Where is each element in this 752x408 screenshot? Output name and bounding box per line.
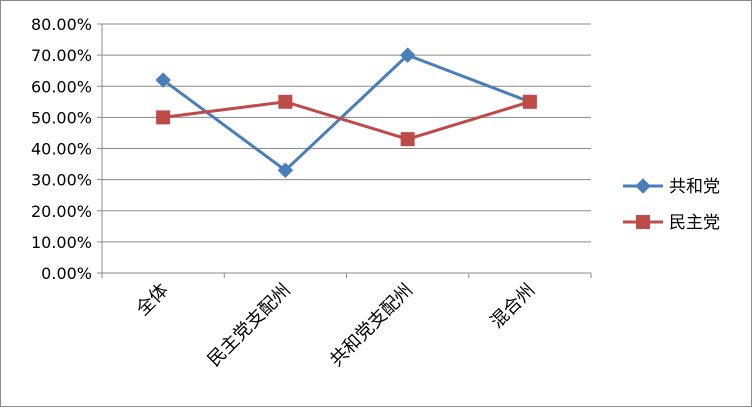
x-category-label: 混合州 [486,280,539,333]
series-2 [156,94,537,147]
y-tick-label: 70.00% [31,46,92,65]
series [155,47,538,178]
legend-marker [636,215,650,229]
axes [97,23,592,278]
x-axis-category-labels: 全体 民主党支配州 共和党支配州 混合州 [132,280,539,371]
gridlines [102,23,591,243]
x-category-label: 全体 [132,280,172,320]
y-tick-label: 50.00% [31,108,92,127]
legend-marker [635,178,651,194]
data-point-marker [278,94,293,109]
series-1 [155,47,538,178]
data-point-marker [155,72,171,88]
data-point-marker [277,162,294,178]
series-line [162,100,531,141]
data-point-marker [522,94,537,109]
y-tick-label: 20.00% [31,202,92,221]
data-point-marker [399,47,416,63]
legend-item-1: 共和党 [623,177,720,197]
y-tick-label: 0.00% [41,264,92,283]
x-category-label: 民主党支配州 [204,280,295,371]
y-tick-label: 30.00% [31,171,92,190]
series-line [162,53,531,172]
legend-label: 共和党 [669,177,720,197]
y-tick-label: 60.00% [31,77,92,96]
y-tick-label: 40.00% [31,140,92,159]
y-tick-label: 80.00% [31,15,92,34]
y-tick-label: 10.00% [31,233,92,252]
data-point-marker [156,110,171,125]
legend-label: 民主党 [669,213,720,233]
data-point-marker [400,132,415,147]
legend-item-2: 民主党 [623,213,720,233]
y-axis-tick-labels: 0.00% 10.00% 20.00% 30.00% 40.00% 50.00% 60.00… [31,15,92,283]
x-category-label: 共和党支配州 [326,280,417,371]
